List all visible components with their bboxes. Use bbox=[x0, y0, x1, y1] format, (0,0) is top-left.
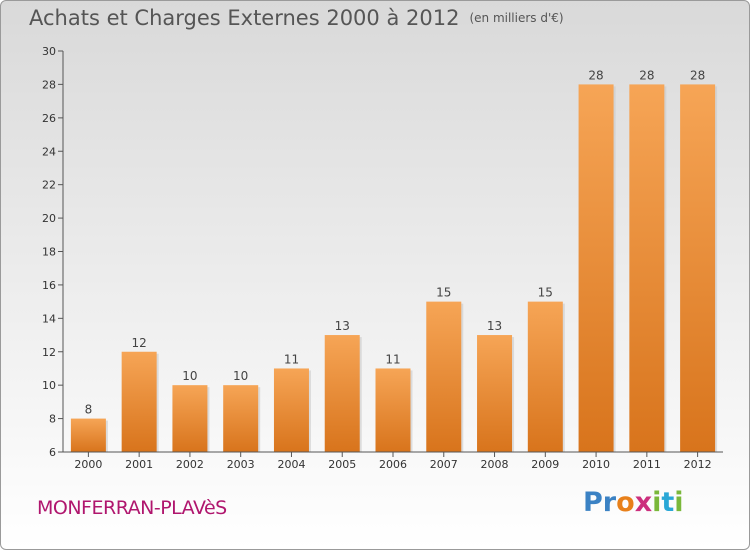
data-label-2004: 11 bbox=[284, 352, 299, 366]
y-tick-label-6: 6 bbox=[49, 446, 56, 459]
logo-letter: P bbox=[583, 487, 603, 518]
axes-group: 2000 2001 2002 2003 2004 2005 2006 2007 2008 2009… bbox=[42, 45, 723, 471]
y-tick-label-10: 10 bbox=[42, 379, 56, 392]
bar-2007 bbox=[426, 301, 462, 452]
x-tick-label-2007: 2007 bbox=[430, 458, 458, 471]
y-tick-label-18: 18 bbox=[42, 246, 56, 259]
x-tick-label-2008: 2008 bbox=[481, 458, 509, 471]
data-label-2011: 28 bbox=[639, 68, 654, 82]
bar-2006 bbox=[375, 368, 411, 452]
y-tick-label-16: 16 bbox=[42, 279, 56, 292]
x-tick-label-2001: 2001 bbox=[125, 458, 153, 471]
logo-letter: o bbox=[616, 487, 635, 518]
logo-letter: t bbox=[661, 487, 675, 518]
bar-2002 bbox=[172, 385, 208, 452]
data-label-2007: 15 bbox=[436, 286, 451, 300]
y-tick-label-26: 26 bbox=[42, 112, 56, 125]
data-label-2001: 12 bbox=[132, 336, 147, 350]
logo-letter: i bbox=[674, 487, 684, 518]
chart-title: Achats et Charges Externes 2000 à 2012 (e… bbox=[29, 6, 564, 30]
y-tick-label-14: 14 bbox=[42, 312, 56, 325]
x-tick-label-2000: 2000 bbox=[74, 458, 102, 471]
x-tick-label-2010: 2010 bbox=[582, 458, 610, 471]
x-tick-label-2009: 2009 bbox=[531, 458, 559, 471]
bar-2003 bbox=[223, 385, 259, 452]
data-label-2005: 13 bbox=[335, 319, 350, 333]
y-tick-label-8: 8 bbox=[49, 413, 56, 426]
data-label-2009: 15 bbox=[538, 286, 553, 300]
logo-letter: i bbox=[652, 487, 662, 518]
data-label-2010: 28 bbox=[588, 68, 603, 82]
x-tick-label-2002: 2002 bbox=[176, 458, 204, 471]
y-tick-label-28: 28 bbox=[42, 78, 56, 91]
bar-2000 bbox=[70, 418, 106, 452]
y-tick-label-20: 20 bbox=[42, 212, 56, 225]
chart-subtitle: (en milliers d'€) bbox=[469, 11, 564, 25]
y-tick-label-30: 30 bbox=[42, 45, 56, 58]
bar-2011 bbox=[629, 84, 665, 453]
proxiti-logo: Proxiti bbox=[583, 487, 684, 518]
location-name: MONFERRAN-PLAVèS bbox=[37, 497, 227, 519]
bar-2008 bbox=[477, 335, 513, 452]
y-tick-label-24: 24 bbox=[42, 145, 56, 158]
data-label-2006: 11 bbox=[385, 352, 400, 366]
data-label-2012: 28 bbox=[690, 68, 705, 82]
bar-2012 bbox=[680, 84, 716, 453]
x-tick-label-2004: 2004 bbox=[277, 458, 305, 471]
y-tick-label-22: 22 bbox=[42, 179, 56, 192]
bar-2004 bbox=[273, 368, 309, 452]
bar-2005 bbox=[324, 335, 360, 452]
bar-2001 bbox=[121, 351, 157, 452]
data-label-2002: 10 bbox=[182, 369, 197, 383]
bar-2010 bbox=[578, 84, 614, 453]
x-tick-label-2003: 2003 bbox=[227, 458, 255, 471]
x-tick-label-2006: 2006 bbox=[379, 458, 407, 471]
x-tick-label-2005: 2005 bbox=[328, 458, 356, 471]
data-label-2008: 13 bbox=[487, 319, 502, 333]
chart-title-text: Achats et Charges Externes 2000 à 2012 bbox=[29, 6, 460, 30]
data-label-2000: 8 bbox=[85, 403, 93, 417]
x-tick-label-2011: 2011 bbox=[633, 458, 661, 471]
logo-letter: r bbox=[602, 487, 617, 518]
data-label-2003: 10 bbox=[233, 369, 248, 383]
bars-group: 8 12 10 10 11 13 11 15 13 15 28 28 28 bbox=[70, 68, 718, 453]
logo-letter: x bbox=[634, 487, 653, 518]
bar-2009 bbox=[527, 301, 563, 452]
x-tick-label-2012: 2012 bbox=[684, 458, 712, 471]
y-tick-label-12: 12 bbox=[42, 346, 56, 359]
